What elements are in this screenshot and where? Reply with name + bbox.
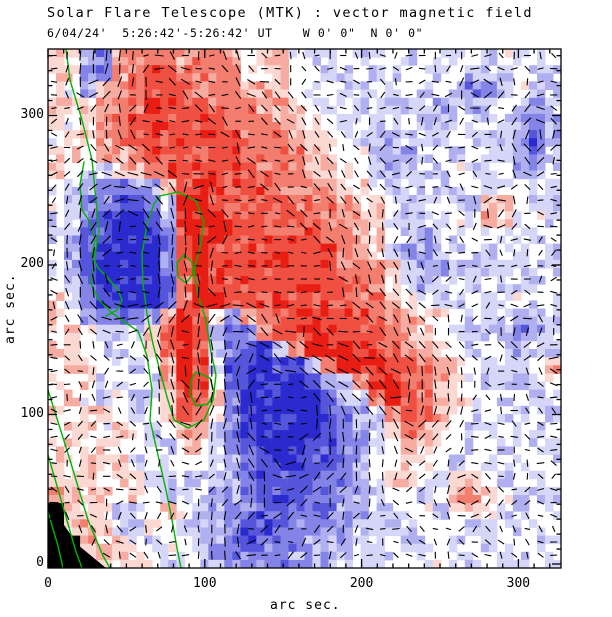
missing-data-region [48,502,106,568]
contour-line [79,161,123,317]
contour-lines [48,49,217,568]
x-tick-label: 0 [44,576,52,591]
y-tick-label: 200 [20,256,44,271]
x-tick-label: 100 [193,576,217,591]
contour-line [141,191,217,429]
y-tick-label: 300 [20,106,44,122]
plot-subtitle: 6/04/24' 5:26:42'-5:26:42' UT W 0' 0" N … [47,26,424,40]
y-axis-title: arc sec. [3,273,18,344]
x-tick-label: 200 [349,576,374,591]
contour-line [48,511,64,568]
contour-line [65,49,182,568]
contour-line [189,371,215,407]
contour-line [48,454,83,568]
y-tick-label: 0 [36,555,44,570]
y-tick-label: 100 [20,405,44,421]
x-axis-title: arc sec. [270,598,341,613]
axes-frame [47,48,562,569]
x-tick-label: 300 [506,576,531,591]
vector-field [49,49,559,560]
plot-title: Solar Flare Telescope (MTK) : vector mag… [47,5,533,21]
contour-line [48,389,111,568]
field-heatmap [48,49,561,568]
